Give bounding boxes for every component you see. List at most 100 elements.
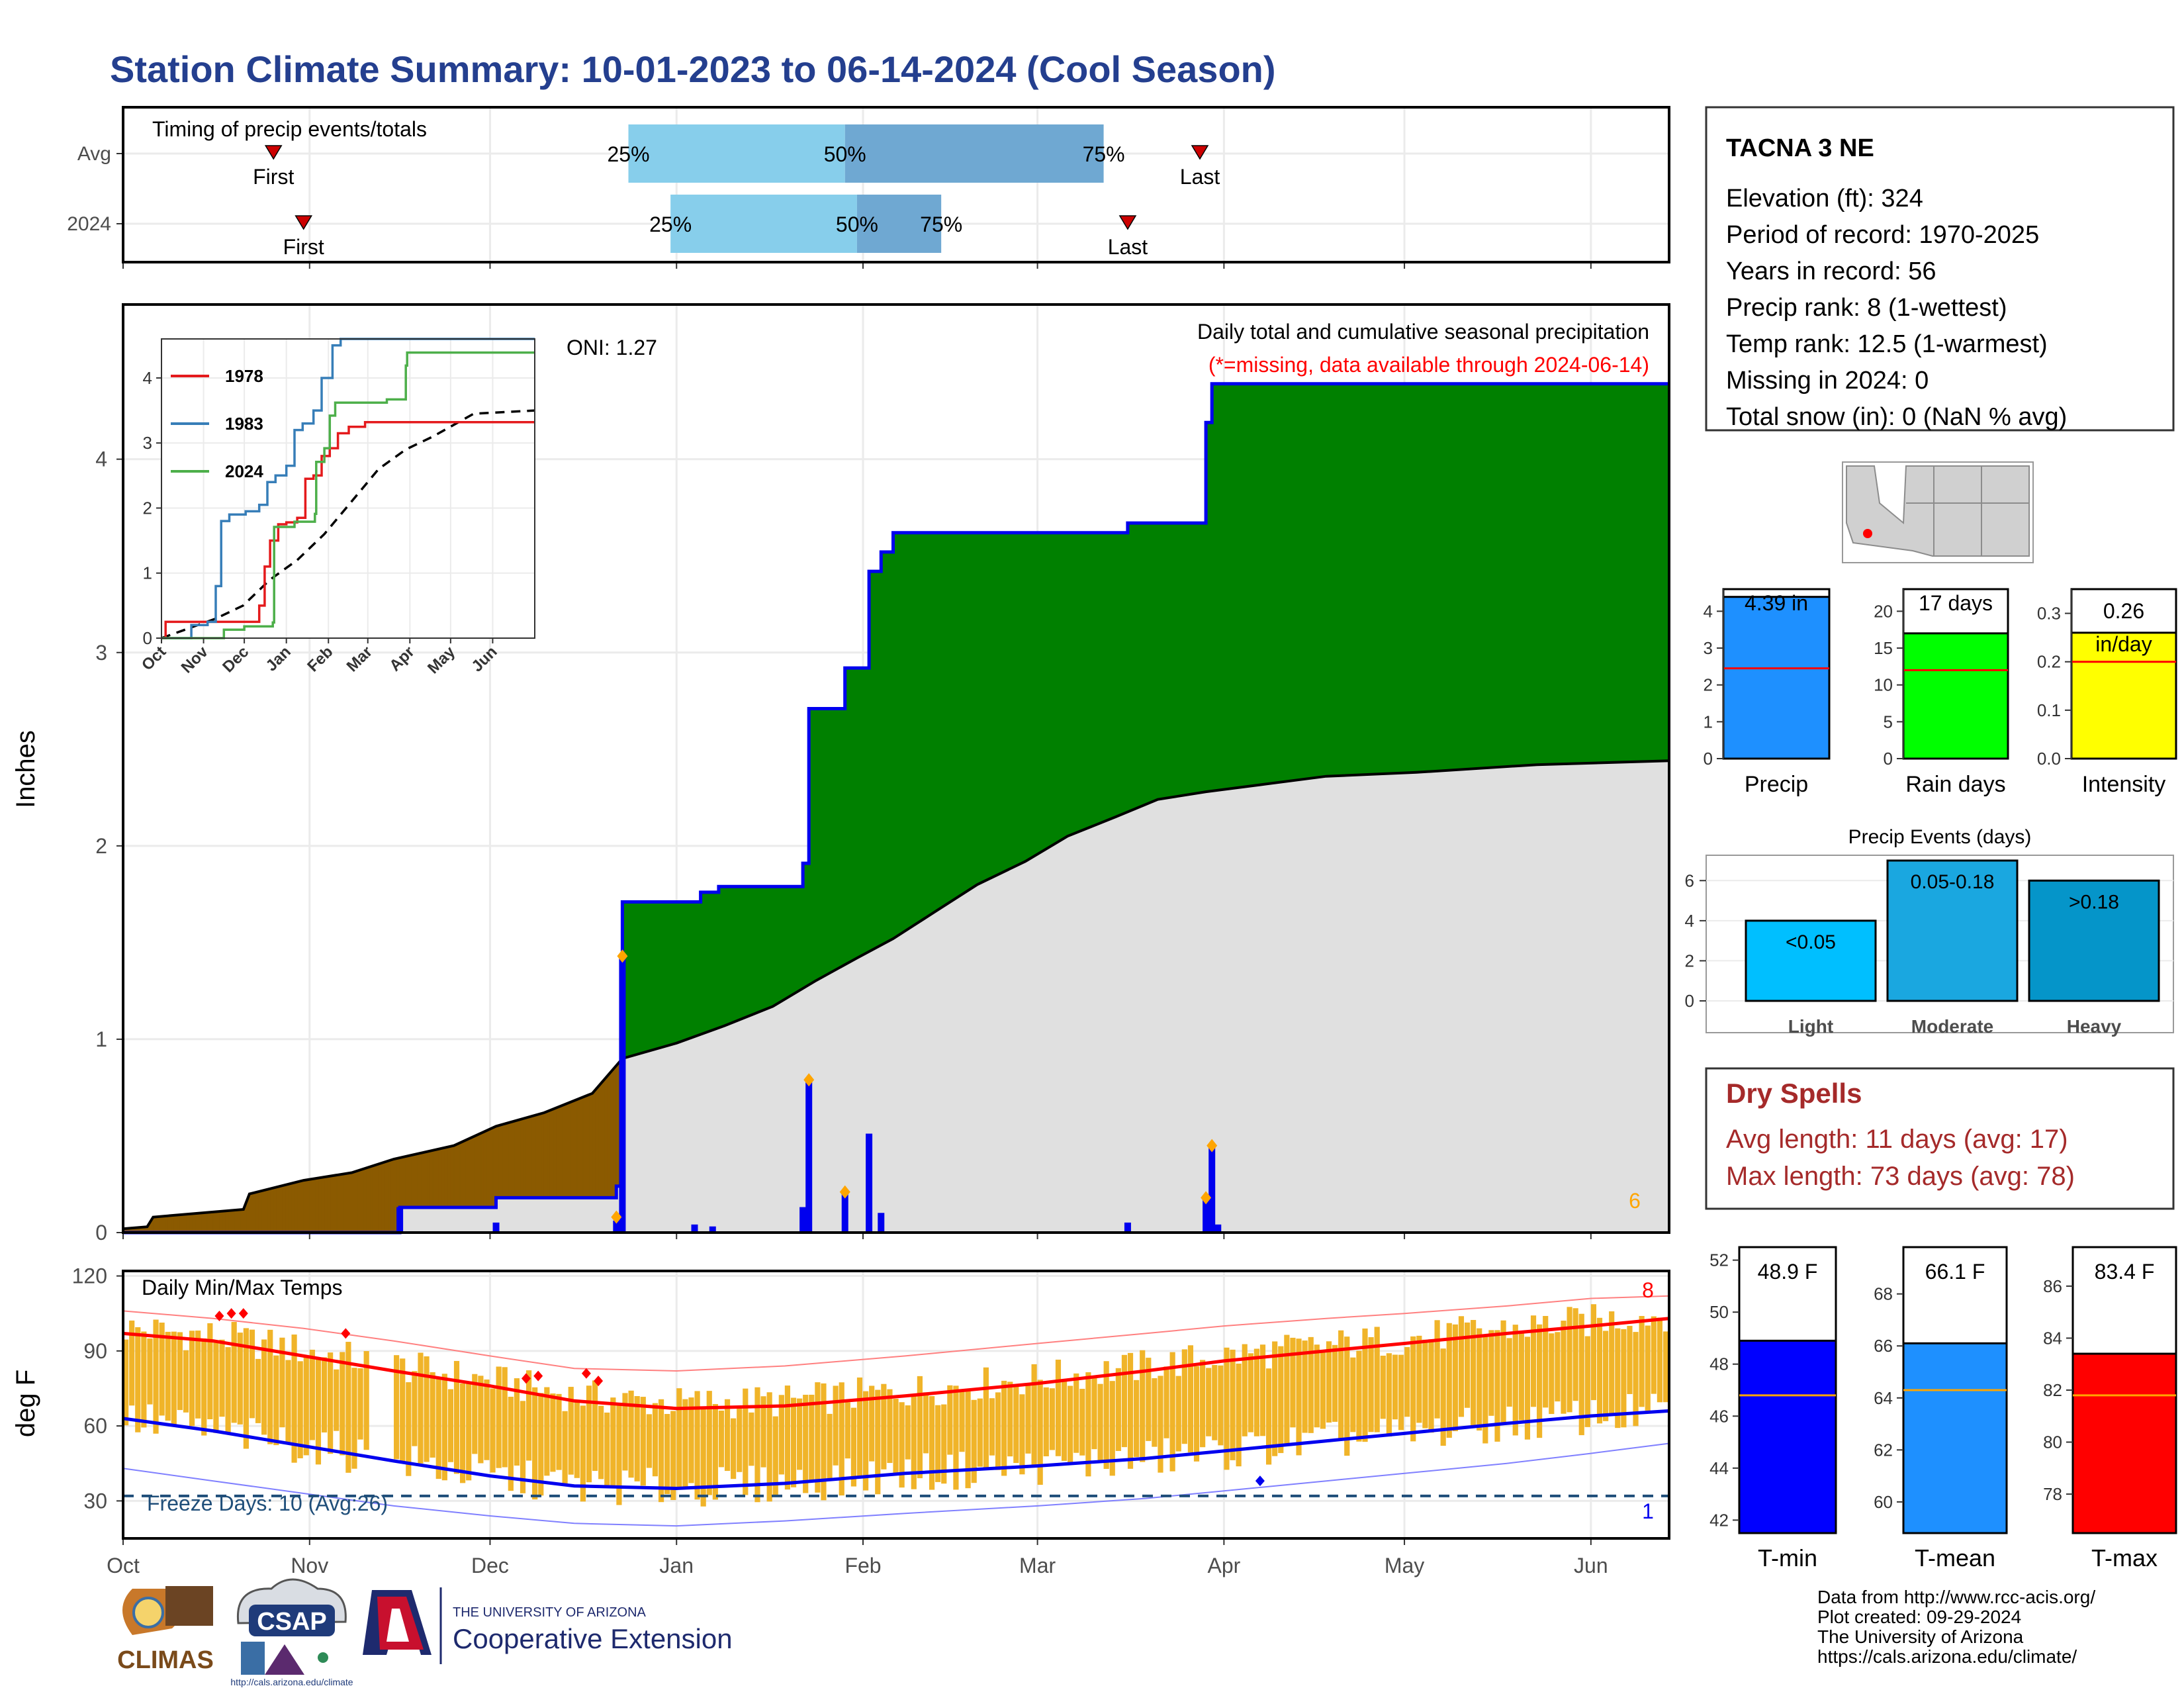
daily-temp-bar xyxy=(502,1367,508,1468)
record-high-marker xyxy=(238,1308,248,1319)
surplus-area xyxy=(1211,383,1216,792)
daily-temp-bar xyxy=(231,1321,237,1423)
surplus-area xyxy=(1572,383,1576,764)
surplus-area xyxy=(1230,383,1234,789)
surplus-area xyxy=(917,532,921,924)
deficit-area xyxy=(234,1209,238,1233)
daily-temp-bar xyxy=(165,1331,171,1421)
deficit-area xyxy=(486,1128,490,1208)
daily-temp-bar xyxy=(574,1401,580,1478)
daily-temp-bar xyxy=(1296,1338,1302,1456)
surplus-area xyxy=(1271,383,1276,784)
precip-frame xyxy=(122,303,1670,1234)
surplus-area xyxy=(1608,383,1613,763)
event-marker xyxy=(1206,1139,1218,1152)
summary-value-label: 0.26 xyxy=(2103,599,2144,623)
event-bar-Moderate xyxy=(1886,859,2019,1002)
daily-temp-bar xyxy=(604,1412,610,1487)
deficit-area xyxy=(330,1175,334,1233)
deficit-area xyxy=(360,1168,364,1233)
surplus-area xyxy=(673,902,677,1045)
deficit-area xyxy=(297,1180,301,1233)
surplus-area xyxy=(1259,383,1263,785)
deficit-area xyxy=(378,1162,383,1233)
precip-chart-title: Daily total and cumulative seasonal prec… xyxy=(1197,320,1649,344)
summary-bar-Precip xyxy=(1722,596,1831,760)
surplus-area xyxy=(1407,383,1411,773)
surplus-area xyxy=(1208,422,1212,792)
surplus-area xyxy=(1596,383,1600,763)
quartile-bar-low xyxy=(670,195,857,253)
month-label: Mar xyxy=(1019,1554,1056,1577)
daily-temp-bar xyxy=(1290,1337,1296,1428)
inset-legend-label: 1978 xyxy=(225,366,263,386)
first-label: First xyxy=(283,235,324,259)
credit-line: Data from http://www.rcc-acis.org/ xyxy=(1817,1587,2095,1607)
daily-precip-bar xyxy=(1208,1145,1216,1233)
daily-temp-bar xyxy=(1332,1344,1338,1422)
surplus-area xyxy=(1314,383,1318,778)
daily-temp-bar xyxy=(568,1387,574,1475)
daily-temp-bar xyxy=(285,1360,291,1444)
surplus-area xyxy=(1310,383,1315,779)
surplus-area xyxy=(1232,383,1236,789)
summary-bar-label: Rain days xyxy=(1905,772,2005,797)
surplus-area xyxy=(823,708,827,977)
surplus-area xyxy=(1265,383,1269,784)
daily-temp-bar xyxy=(1488,1330,1494,1416)
daily-precip-bar xyxy=(396,1207,404,1233)
daily-temp-bar xyxy=(1555,1332,1561,1402)
deficit-area xyxy=(156,1216,159,1233)
surplus-area xyxy=(1494,383,1498,768)
surplus-area xyxy=(827,708,831,975)
event-bar-label: <0.05 xyxy=(1786,931,1836,953)
daily-temp-bar xyxy=(815,1382,821,1493)
surplus-area xyxy=(1133,522,1137,810)
surplus-area xyxy=(901,532,906,934)
daily-temp-bar xyxy=(803,1395,809,1493)
deficit-area xyxy=(475,1134,478,1208)
daily-temp-bar xyxy=(1103,1361,1109,1470)
surplus-area xyxy=(1434,383,1438,772)
surplus-area xyxy=(742,886,747,1019)
surplus-area xyxy=(736,886,741,1021)
surplus-area xyxy=(1584,383,1588,764)
daily-temp-bar xyxy=(754,1387,760,1503)
normal-max-line xyxy=(122,1317,1670,1411)
deficit-area xyxy=(543,1111,548,1198)
surplus-area xyxy=(1533,383,1537,765)
surplus-area xyxy=(1166,522,1170,799)
events-ytick-label: 2 xyxy=(1685,951,1694,970)
surplus-area xyxy=(1593,383,1598,764)
deficit-area xyxy=(502,1123,506,1198)
surplus-area xyxy=(1154,522,1158,802)
daily-temp-bar xyxy=(863,1391,869,1491)
surplus-area xyxy=(1088,532,1092,829)
month-label: Jan xyxy=(659,1554,694,1577)
event-marker xyxy=(617,949,628,963)
daily-temp-bar xyxy=(772,1416,778,1497)
surplus-area xyxy=(940,532,945,909)
daily-temp-bar xyxy=(1410,1336,1416,1442)
temp-summary-label: T-max xyxy=(2091,1544,2158,1571)
surplus-area xyxy=(751,886,755,1015)
deficit-area xyxy=(276,1186,280,1233)
inset-series-2024 xyxy=(161,351,535,639)
daily-temp-bar xyxy=(1615,1328,1621,1429)
precip-ytick-label: 2 xyxy=(95,834,107,858)
surplus-area xyxy=(1296,383,1300,780)
daily-temp-bar xyxy=(784,1385,791,1490)
daily-temp-bar xyxy=(724,1399,731,1472)
daily-temp-bar xyxy=(1518,1331,1524,1421)
deficit-area xyxy=(345,1172,349,1233)
deficit-area xyxy=(553,1107,557,1198)
inset-legend-label: 2024 xyxy=(225,461,263,481)
deficit-area xyxy=(498,1124,503,1198)
ua-big-text: Cooperative Extension xyxy=(453,1623,733,1654)
daily-temp-bar xyxy=(749,1412,754,1466)
deficit-area xyxy=(613,1064,617,1198)
deficit-area xyxy=(192,1213,196,1233)
daily-temp-bar xyxy=(850,1407,857,1487)
daily-temp-bar xyxy=(1079,1389,1085,1456)
